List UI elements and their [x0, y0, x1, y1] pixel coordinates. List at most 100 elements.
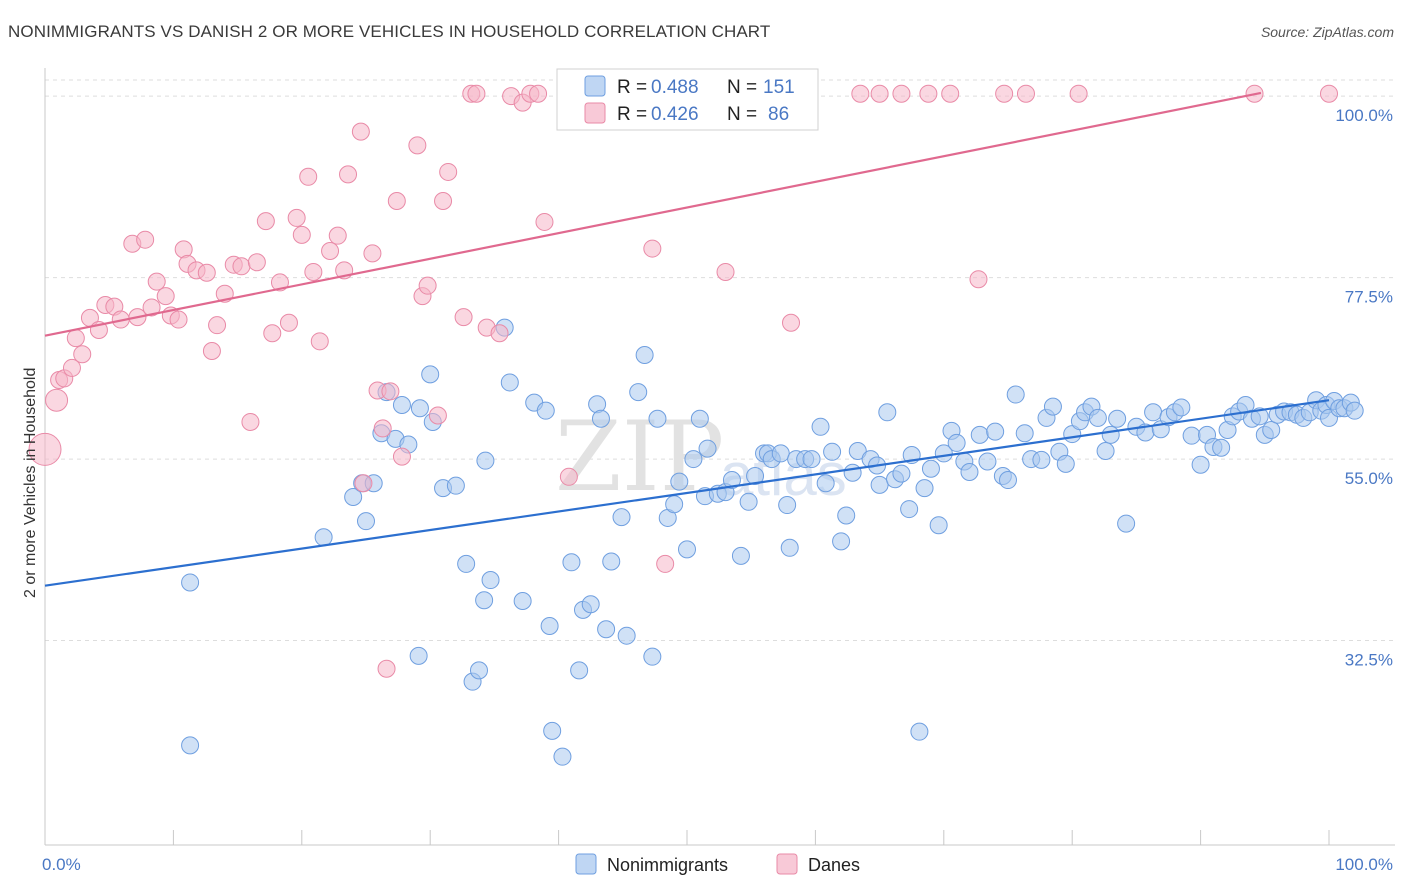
point-nonimmigrants-70: [816, 474, 835, 493]
point-nonimmigrants-149: [1345, 401, 1364, 420]
point-danes-24: [202, 341, 221, 360]
point-danes-33: [270, 273, 289, 292]
point-danes-6: [66, 329, 85, 348]
point-nonimmigrants-5: [357, 512, 375, 531]
point-nonimmigrants-32: [562, 553, 581, 572]
bottom-legend-label-danes: Danes: [808, 855, 860, 875]
point-nonimmigrants-112: [1101, 425, 1120, 444]
point-nonimmigrants-56: [722, 471, 741, 490]
legend-n-label-nonimmigrants: N =: [727, 77, 757, 98]
trend-line-danes: [44, 91, 1262, 337]
point-nonimmigrants-95: [986, 422, 1005, 441]
point-danes-68: [535, 212, 554, 231]
point-danes-4: [62, 358, 81, 377]
y-tick-label-1: 55.0%: [1345, 469, 1393, 488]
legend-r-label-danes: R =: [617, 104, 647, 125]
legend-n-value-nonimmigrants: 151: [763, 77, 795, 98]
point-nonimmigrants-10: [392, 396, 411, 415]
point-danes-67: [529, 84, 548, 103]
point-danes-49: [377, 659, 396, 678]
legend-r-value-nonimmigrants: 0.488: [651, 77, 699, 98]
point-danes-1: [45, 388, 69, 412]
point-nonimmigrants-43: [635, 346, 654, 365]
point-danes-51: [387, 191, 406, 210]
point-danes-41: [328, 226, 347, 245]
point-nonimmigrants-40: [612, 508, 631, 527]
point-nonimmigrants-2: [314, 528, 333, 547]
point-nonimmigrants-74: [843, 463, 862, 482]
point-danes-14: [136, 230, 155, 249]
point-danes-79: [941, 84, 960, 103]
trend-lines: [44, 91, 1330, 587]
y-tick-label-3: 100.0%: [1335, 106, 1393, 125]
point-danes-34: [279, 313, 298, 332]
point-nonimmigrants-21: [475, 591, 494, 610]
point-nonimmigrants-87: [929, 516, 948, 535]
trend-line-nonimmigrants: [44, 399, 1330, 587]
point-nonimmigrants-20: [469, 661, 488, 680]
legend-r-label-nonimmigrants: R =: [617, 77, 647, 98]
point-danes-52: [392, 447, 411, 466]
point-nonimmigrants-88: [934, 444, 953, 463]
point-nonimmigrants-39: [602, 552, 621, 571]
point-danes-23: [197, 263, 216, 282]
point-nonimmigrants-64: [778, 496, 797, 515]
point-nonimmigrants-53: [698, 439, 717, 458]
legend-r-value-danes: 0.426: [651, 104, 699, 125]
point-nonimmigrants-22: [476, 451, 495, 470]
point-nonimmigrants-30: [543, 721, 562, 740]
point-nonimmigrants-73: [837, 506, 856, 525]
y-tick-label-0: 32.5%: [1345, 651, 1393, 670]
point-nonimmigrants-75: [848, 442, 867, 460]
point-nonimmigrants-113: [1108, 409, 1127, 428]
point-danes-45: [354, 474, 373, 493]
point-nonimmigrants-121: [1172, 398, 1191, 417]
point-nonimmigrants-50: [684, 450, 703, 469]
legend-swatch-nonimmigrants: [584, 75, 606, 97]
point-danes-39: [310, 332, 329, 351]
legend-swatch-danes: [584, 102, 606, 124]
point-nonimmigrants-25: [500, 373, 519, 392]
point-danes-25: [208, 316, 227, 335]
y-tick-labels: 32.5% 55.0% 77.5% 100.0%: [1335, 106, 1393, 669]
bottom-legend: Nonimmigrants Danes: [575, 853, 860, 875]
point-nonimmigrants-68: [802, 450, 821, 469]
point-danes-53: [408, 136, 427, 155]
point-danes-58: [439, 162, 458, 181]
point-nonimmigrants-82: [900, 500, 919, 519]
point-nonimmigrants-72: [832, 532, 851, 551]
point-danes-59: [454, 308, 473, 327]
point-nonimmigrants-63: [771, 444, 790, 463]
point-nonimmigrants-47: [665, 495, 684, 514]
point-nonimmigrants-42: [629, 383, 648, 402]
source-credit: Source: ZipAtlas.com: [1260, 24, 1394, 40]
point-nonimmigrants-35: [581, 595, 600, 614]
point-nonimmigrants-3: [344, 487, 363, 506]
y-tick-label-2: 77.5%: [1345, 288, 1393, 307]
point-danes-38: [304, 262, 323, 281]
point-danes-35: [287, 208, 306, 227]
point-nonimmigrants-79: [878, 403, 897, 422]
point-nonimmigrants-45: [648, 409, 667, 428]
point-nonimmigrants-122: [1182, 426, 1201, 445]
point-danes-80: [969, 270, 988, 289]
point-nonimmigrants-0: [181, 573, 200, 592]
point-nonimmigrants-26: [513, 592, 532, 611]
point-nonimmigrants-97: [999, 471, 1017, 490]
point-nonimmigrants-1: [181, 736, 200, 755]
point-nonimmigrants-18: [457, 554, 476, 573]
point-danes-37: [299, 167, 318, 186]
point-danes-73: [716, 262, 735, 281]
point-nonimmigrants-38: [597, 620, 616, 639]
point-nonimmigrants-105: [1056, 454, 1075, 473]
point-nonimmigrants-114: [1117, 514, 1136, 533]
legend-n-value-danes: 86: [768, 104, 789, 125]
point-danes-29: [241, 412, 260, 431]
point-danes-17: [156, 287, 175, 306]
point-nonimmigrants-59: [746, 467, 765, 486]
y-axis-label: 2 or more Vehicles in Household: [22, 368, 39, 598]
point-nonimmigrants-132: [1250, 407, 1269, 426]
point-danes-0: [28, 432, 62, 466]
point-danes-55: [418, 276, 437, 295]
